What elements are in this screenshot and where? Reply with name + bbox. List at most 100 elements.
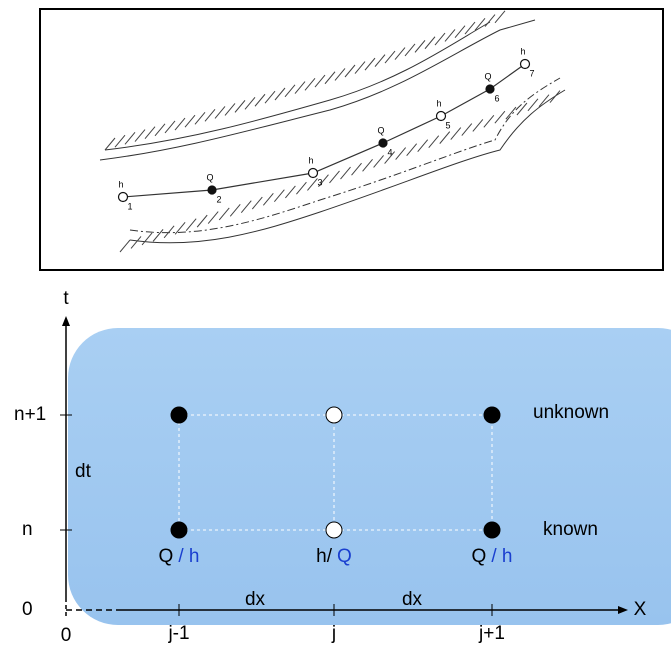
hatch-line — [439, 131, 451, 144]
hatch-line — [362, 159, 373, 172]
lower-bank — [129, 77, 561, 234]
q-point — [483, 521, 501, 539]
column-label: j-1 — [167, 623, 189, 644]
node-number: 4 — [387, 147, 392, 157]
hatch-line — [254, 93, 266, 107]
node-number: 6 — [494, 93, 499, 103]
node-var: Q — [377, 125, 384, 135]
hatch-line — [285, 185, 296, 199]
dt-label: dt — [75, 461, 92, 482]
hatch-line — [164, 120, 176, 134]
hatch-line — [428, 135, 440, 148]
hatch-line — [384, 151, 395, 164]
level-label: 0 — [22, 599, 33, 620]
level-label: n+1 — [14, 404, 46, 425]
t-label: t — [63, 288, 69, 309]
q-node — [485, 84, 495, 94]
hatch-line — [119, 239, 131, 253]
sketch-frame — [39, 8, 664, 271]
hatch-line — [264, 90, 276, 104]
hatch-line — [527, 98, 539, 112]
hatching — [104, 10, 561, 253]
label-part: / h — [178, 546, 199, 567]
h-node — [117, 191, 129, 203]
point-label: h/Q — [316, 546, 352, 567]
hatch-line — [444, 29, 456, 42]
hatch-line — [229, 204, 241, 217]
dx-label: dx — [245, 589, 266, 610]
q-node — [378, 138, 388, 148]
q-point — [170, 406, 188, 424]
t-arrow — [62, 316, 70, 326]
point-label: Q / h — [472, 546, 513, 567]
label-part: / h — [491, 546, 512, 567]
h-node — [519, 58, 531, 70]
hatch-line — [114, 134, 126, 148]
hatch-line — [404, 43, 416, 57]
hatch-line — [314, 74, 326, 88]
grid-background — [68, 328, 671, 625]
hatch-line — [207, 211, 219, 224]
hatch-line — [184, 114, 196, 128]
hatch-line — [152, 229, 164, 242]
hatch-line — [214, 106, 226, 119]
hatch-line — [424, 36, 436, 50]
hatch-line — [344, 64, 356, 78]
hatch-line — [483, 115, 495, 128]
hatch-line — [234, 100, 246, 113]
x-arrow — [618, 606, 628, 614]
hatch-line — [538, 94, 550, 108]
hatch-line — [464, 21, 476, 35]
lower-bank-edge — [129, 89, 566, 244]
hatch-line — [304, 78, 316, 91]
hatch-line — [406, 143, 418, 156]
label-part: Q — [159, 546, 174, 567]
level-label: n — [22, 519, 33, 540]
hatch-line — [196, 214, 208, 228]
node-var: h — [520, 46, 525, 56]
hatch-line — [174, 117, 186, 131]
hatch-line — [307, 178, 318, 191]
hatch-line — [549, 90, 561, 103]
q-point — [170, 521, 188, 539]
node-var: h — [436, 98, 441, 108]
hatch-line — [104, 137, 116, 151]
hatch-line — [294, 81, 306, 94]
upper-bank — [99, 19, 536, 161]
hatch-line — [318, 174, 329, 188]
label-part: Q — [472, 546, 487, 567]
hatch-line — [163, 225, 175, 239]
hatch-line — [273, 189, 285, 202]
hatch-line — [351, 162, 362, 176]
hatch-line — [154, 123, 166, 137]
h-point — [325, 521, 343, 539]
node-number: 2 — [216, 194, 221, 204]
hatch-line — [454, 25, 466, 39]
hatch-line — [461, 123, 473, 136]
hatch-line — [417, 139, 429, 152]
dx-label: dx — [402, 589, 423, 610]
node-number: 7 — [529, 68, 534, 78]
hatch-line — [130, 236, 142, 249]
hatch-line — [474, 17, 486, 31]
hatch-line — [144, 126, 156, 140]
hatch-line — [274, 87, 286, 101]
label-part: Q — [337, 546, 352, 567]
hatch-line — [174, 221, 186, 235]
h-point — [325, 406, 343, 424]
hatch-line — [334, 68, 346, 81]
hatch-line — [484, 14, 496, 27]
hatch-line — [204, 109, 216, 122]
column-label: j — [331, 623, 336, 644]
hatch-line — [494, 10, 506, 24]
hatch-line — [218, 207, 230, 221]
hatch-line — [251, 196, 263, 210]
column-label: j+1 — [478, 623, 505, 644]
hatch-line — [374, 54, 386, 67]
q-point — [483, 406, 501, 424]
q-node — [207, 185, 217, 195]
river-banks — [99, 19, 566, 244]
hatch-line — [395, 147, 407, 160]
hatch-line — [244, 97, 256, 110]
